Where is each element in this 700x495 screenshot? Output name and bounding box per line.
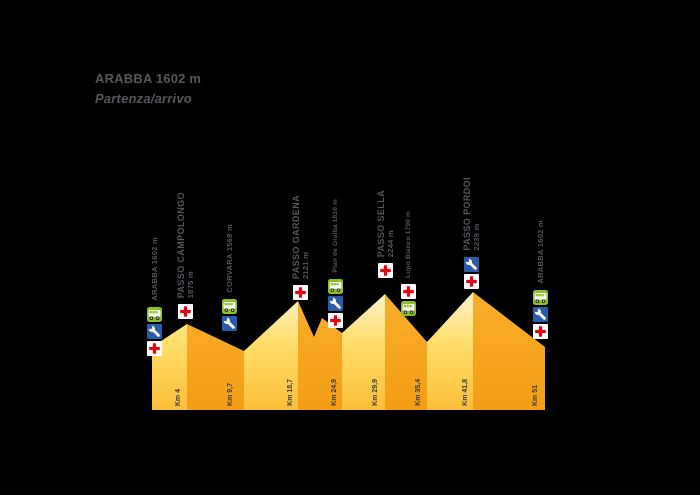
km-marker: Km 29,9 bbox=[372, 379, 379, 406]
wrench-icon bbox=[327, 295, 343, 311]
waypoint-name: PASSO SELLA bbox=[376, 189, 386, 257]
waypoint-lupo-bianco: Lupo Bianco 1790 m bbox=[401, 211, 416, 316]
waypoint-name: CORVARA 1568 m bbox=[225, 224, 234, 293]
waypoint-elevation: 2239 m bbox=[472, 223, 481, 251]
profile-face-descent bbox=[473, 292, 545, 410]
km-marker: Km 18,7 bbox=[287, 379, 294, 406]
waypoint-label: PASSO SELLA 2244 m bbox=[376, 190, 395, 257]
waypoint-arabba-finish: ARABBA 1602 m bbox=[532, 220, 548, 339]
waypoint-corvara: CORVARA 1568 m bbox=[221, 224, 237, 331]
profile-face-descent bbox=[385, 294, 427, 410]
profile-face-descent bbox=[187, 324, 244, 410]
profile-face-ascent bbox=[244, 301, 298, 410]
wrench-icon bbox=[463, 256, 479, 272]
waypoint-name: Plan de Gralba 1810 m bbox=[332, 199, 339, 273]
waypoint-elevation: 1875 m bbox=[186, 270, 195, 298]
first-aid-icon bbox=[464, 274, 479, 289]
waypoint-plan-de-gralba: Plan de Gralba 1810 m bbox=[327, 199, 343, 328]
first-aid-icon bbox=[378, 263, 393, 278]
title-block: ARABBA 1602 m Partenza/arrivo bbox=[95, 69, 201, 108]
shuttle-icon bbox=[147, 307, 162, 322]
waypoint-label: Plan de Gralba 1810 m bbox=[332, 199, 339, 273]
profile-face-ascent bbox=[427, 292, 473, 410]
shuttle-icon bbox=[533, 290, 548, 305]
shuttle-icon bbox=[401, 301, 416, 316]
waypoint-passo-gardena: PASSO GARDENA 2121 m bbox=[291, 195, 310, 300]
km-marker: Km 41,8 bbox=[462, 379, 469, 406]
waypoint-label: ARABBA 1602 m bbox=[150, 237, 159, 301]
waypoint-name: PASSO PORDOI bbox=[462, 177, 472, 251]
first-aid-icon bbox=[401, 284, 416, 299]
waypoint-name: ARABBA 1602 m bbox=[536, 220, 545, 284]
wrench-icon bbox=[532, 306, 548, 322]
km-marker: Km 24,9 bbox=[331, 379, 338, 406]
profile-face-ascent bbox=[342, 294, 385, 410]
profile-face-descent bbox=[298, 301, 342, 410]
waypoint-label: Lupo Bianco 1790 m bbox=[405, 211, 412, 278]
page-subtitle: Partenza/arrivo bbox=[95, 90, 192, 106]
waypoint-name: PASSO GARDENA bbox=[291, 194, 301, 279]
waypoint-arabba-start: ARABBA 1602 m bbox=[146, 237, 162, 356]
waypoint-label: PASSO PORDOI 2239 m bbox=[462, 177, 481, 251]
first-aid-icon bbox=[328, 313, 343, 328]
km-marker: Km 35,4 bbox=[415, 379, 422, 406]
waypoint-name: Lupo Bianco 1790 m bbox=[405, 211, 412, 278]
first-aid-icon bbox=[293, 285, 308, 300]
wrench-icon bbox=[146, 323, 162, 339]
shuttle-icon bbox=[328, 279, 343, 294]
wrench-icon bbox=[221, 315, 237, 331]
first-aid-icon bbox=[178, 304, 193, 319]
waypoint-name: ARABBA 1602 m bbox=[150, 237, 159, 301]
first-aid-icon bbox=[147, 341, 162, 356]
km-marker: Km 9,7 bbox=[227, 383, 234, 406]
waypoint-label: CORVARA 1568 m bbox=[225, 224, 234, 293]
waypoint-label: PASSO GARDENA 2121 m bbox=[291, 195, 310, 279]
km-marker: Km 4 bbox=[175, 388, 182, 406]
first-aid-icon bbox=[533, 324, 548, 339]
waypoint-passo-sella: PASSO SELLA 2244 m bbox=[376, 190, 395, 278]
waypoint-label: ARABBA 1602 m bbox=[536, 220, 545, 284]
shuttle-icon bbox=[222, 299, 237, 314]
waypoint-name: PASSO CAMPOLONGO bbox=[176, 191, 186, 298]
waypoint-passo-campolongo: PASSO CAMPOLONGO 1875 m bbox=[176, 192, 195, 319]
page-title: ARABBA 1602 m bbox=[95, 71, 202, 86]
waypoint-label: PASSO CAMPOLONGO 1875 m bbox=[176, 192, 195, 298]
waypoint-elevation: 2244 m bbox=[386, 229, 395, 257]
waypoint-elevation: 2121 m bbox=[301, 251, 310, 279]
waypoint-passo-pordoi: PASSO PORDOI 2239 m bbox=[462, 177, 481, 289]
km-marker: Km 51 bbox=[532, 384, 539, 406]
